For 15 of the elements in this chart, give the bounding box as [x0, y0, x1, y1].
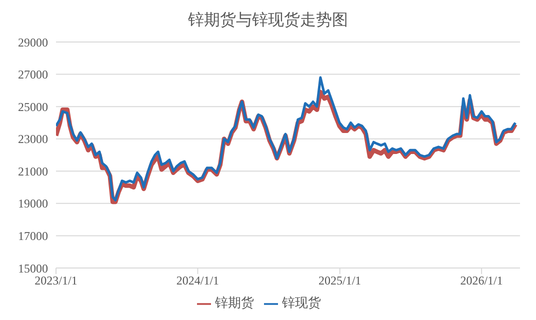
legend-label: 锌现货	[282, 295, 321, 310]
x-tick-label: 2025/1/1	[318, 274, 362, 288]
x-tick-label: 2026/1/1	[460, 274, 503, 288]
chart-title: 锌期货与锌现货走势图	[188, 12, 348, 29]
y-tick-label: 19000	[18, 196, 48, 211]
x-tick-label: 2023/1/1	[34, 274, 78, 288]
y-tick-label: 25000	[18, 100, 48, 114]
y-tick-label: 21000	[18, 164, 48, 178]
y-tick-label: 27000	[18, 68, 48, 82]
y-tick-label: 29000	[18, 35, 48, 50]
y-tick-label: 23000	[18, 132, 48, 146]
y-tick-label: 15000	[18, 261, 48, 276]
legend-label: 锌期货	[215, 295, 254, 310]
x-tick-label: 2024/1/1	[176, 274, 220, 288]
y-tick-label: 17000	[18, 228, 48, 243]
